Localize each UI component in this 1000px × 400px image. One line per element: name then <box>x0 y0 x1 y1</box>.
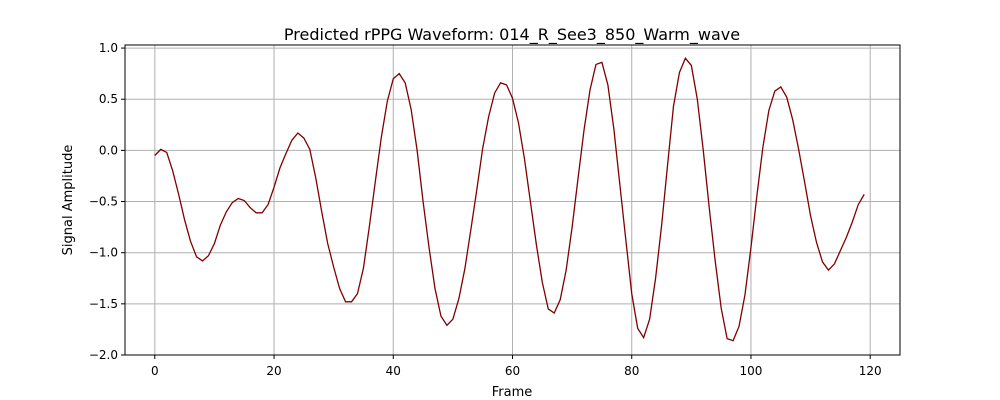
x-tick-label: 100 <box>740 364 763 378</box>
x-tick-label: 0 <box>151 364 159 378</box>
chart-title: Predicted rPPG Waveform: 014_R_See3_850_… <box>284 25 740 45</box>
x-tick-label: 60 <box>505 364 520 378</box>
y-tick-label: 0.5 <box>99 92 118 106</box>
x-axis-label: Frame <box>492 385 533 400</box>
y-tick-label: −1.0 <box>89 246 118 260</box>
waveform-line <box>154 57 865 342</box>
y-tick-label: 0.0 <box>99 143 118 157</box>
x-tick-label: 80 <box>624 364 639 378</box>
y-axis-label: Signal Amplitude <box>61 145 76 256</box>
plot-frame <box>124 44 901 356</box>
y-tick-label: −0.5 <box>89 195 118 209</box>
x-tick-label: 120 <box>859 364 882 378</box>
y-tick-label: −1.5 <box>89 297 118 311</box>
y-tick-label: 1.0 <box>99 41 118 55</box>
x-tick-label: 40 <box>386 364 401 378</box>
axis-ticks: 0 20 40 60 80 100 120 −2.0 −1.5 −1.0 −0.5 0.0 0.5 1.0 <box>89 41 882 378</box>
y-tick-label: −2.0 <box>89 348 118 362</box>
x-tick-label: 20 <box>266 364 281 378</box>
